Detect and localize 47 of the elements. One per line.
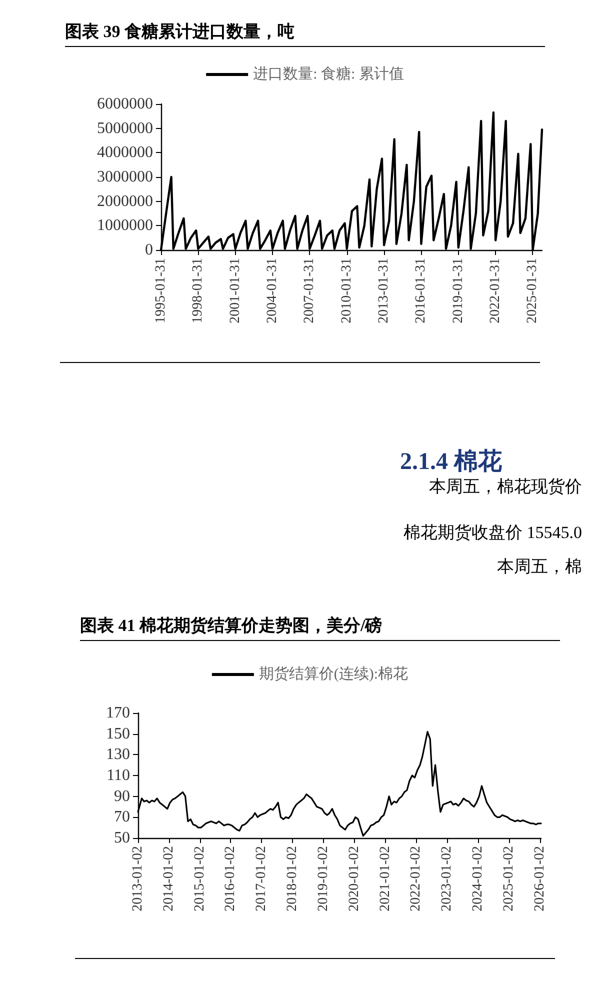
x-tick-label: 2022-01-31 — [488, 258, 504, 324]
y-tick-label: 1000000 — [97, 217, 153, 234]
x-tick-label: 2026-01-02 — [532, 846, 548, 912]
x-tick-label: 2025-01-02 — [502, 846, 517, 912]
chart-title: 图表 41 棉花期货结算价走势图，美分/磅 — [80, 614, 560, 641]
text: 2.1.4 棉花 — [400, 448, 502, 477]
y-tick-label: 3000000 — [97, 168, 153, 186]
x-tick-label: 2013-01-02 — [130, 846, 146, 912]
y-tick-label: 130 — [106, 746, 130, 764]
x-tick-label: 2018-01-02 — [285, 846, 300, 912]
text: 本周五，棉花现货价 — [429, 476, 582, 498]
x-tick-label: 2024-01-02 — [470, 846, 486, 912]
y-tick-label: 5000000 — [97, 120, 153, 137]
x-tick-label: 2020-01-02 — [346, 846, 362, 912]
x-tick-label: 2023-01-02 — [440, 846, 455, 912]
x-tick-label: 1998-01-31 — [190, 258, 206, 324]
x-tick-label: 2019-01-31 — [450, 258, 466, 324]
legend-label: 进口数量: 食糖: 累计值 — [253, 66, 404, 82]
y-tick-label: 170 — [106, 704, 130, 722]
chart-title: 图表 39 食糖累计进口数量，吨 — [65, 20, 545, 47]
x-tick-label: 2021-01-02 — [378, 846, 393, 912]
x-tick-label: 2013-01-31 — [376, 258, 392, 324]
x-tick-label: 2010-01-31 — [339, 258, 354, 324]
y-tick-label: 0 — [145, 242, 153, 258]
y-tick-label: 4000000 — [97, 144, 153, 162]
x-tick-label: 2022-01-02 — [408, 846, 424, 912]
x-tick-label: 2016-01-31 — [414, 258, 429, 324]
y-tick-label: 2000000 — [97, 192, 153, 210]
x-tick-label: 2016-01-02 — [223, 846, 238, 912]
legend-label: 期货结算价(连续):棉花 — [258, 666, 408, 682]
x-tick-label: 2004-01-31 — [265, 258, 280, 324]
x-tick-label: 2025-01-31 — [525, 258, 540, 324]
text: 棉花期货收盘价 15545.0 — [404, 522, 582, 544]
x-tick-label: 2015-01-02 — [192, 846, 208, 912]
y-tick-label: 6000000 — [97, 96, 153, 112]
y-tick-label: 70 — [114, 808, 130, 826]
y-tick-label: 110 — [106, 767, 130, 784]
y-tick-label: 50 — [114, 830, 130, 846]
y-tick-label: 150 — [106, 725, 130, 742]
text: 本周五，棉 — [497, 556, 582, 578]
x-tick-label: 2019-01-02 — [316, 846, 331, 912]
x-tick-label: 2007-01-31 — [302, 258, 318, 324]
x-tick-label: 2017-01-02 — [254, 846, 270, 912]
y-tick-label: 90 — [114, 788, 130, 805]
x-tick-label: 1995-01-31 — [154, 258, 168, 324]
x-tick-label: 2001-01-31 — [228, 258, 243, 324]
x-tick-label: 2014-01-02 — [161, 846, 176, 912]
